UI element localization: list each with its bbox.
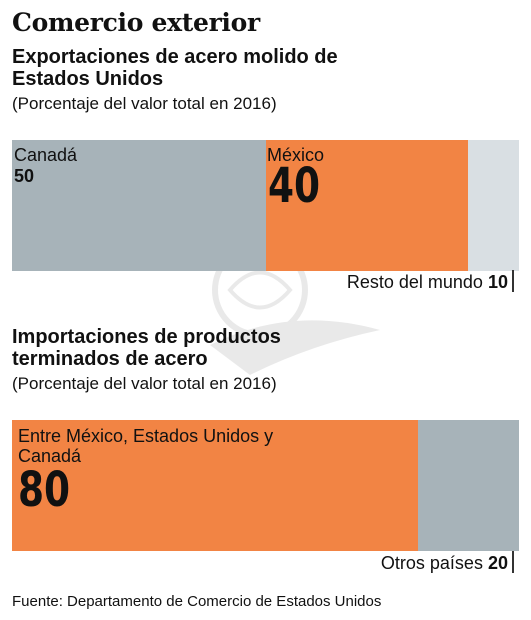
value-resto-del-mundo: 10 bbox=[487, 272, 508, 292]
value-otros-paises: 20 bbox=[487, 553, 508, 573]
chart-1-subtitle: (Porcentaje del valor total en 2016) bbox=[12, 94, 277, 113]
value-norteamerica: 80 bbox=[18, 462, 71, 518]
value-canada: 50 bbox=[14, 166, 35, 186]
page-title: Comercio exterior bbox=[12, 8, 260, 37]
label-norteamerica: Entre México, Estados Unidos y Canadá bbox=[18, 426, 274, 466]
chart-2-subtitle: (Porcentaje del valor total en 2016) bbox=[12, 374, 277, 393]
bar-segment-norteamerica bbox=[12, 420, 418, 551]
label-mexico: México bbox=[267, 145, 325, 165]
chart-2-title: Importaciones de productos terminados de… bbox=[12, 326, 281, 370]
chart-1-title: Exportaciones de acero molido de Estados… bbox=[12, 46, 338, 90]
tick-resto bbox=[512, 270, 514, 292]
value-mexico: 40 bbox=[268, 158, 321, 214]
bar-segment-canada bbox=[12, 140, 266, 271]
bar-segment-mexico bbox=[266, 140, 468, 271]
label-canada: Canadá bbox=[14, 145, 78, 165]
bar-segment-otros-paises bbox=[418, 420, 519, 551]
tick-otros bbox=[512, 551, 514, 573]
label-resto-del-mundo: Resto del mundo 10 bbox=[346, 272, 508, 292]
label-otros-paises: Otros países 20 bbox=[380, 553, 508, 573]
bar-segment-resto-del-mundo bbox=[468, 140, 519, 271]
source-note: Fuente: Departamento de Comercio de Esta… bbox=[12, 593, 382, 610]
